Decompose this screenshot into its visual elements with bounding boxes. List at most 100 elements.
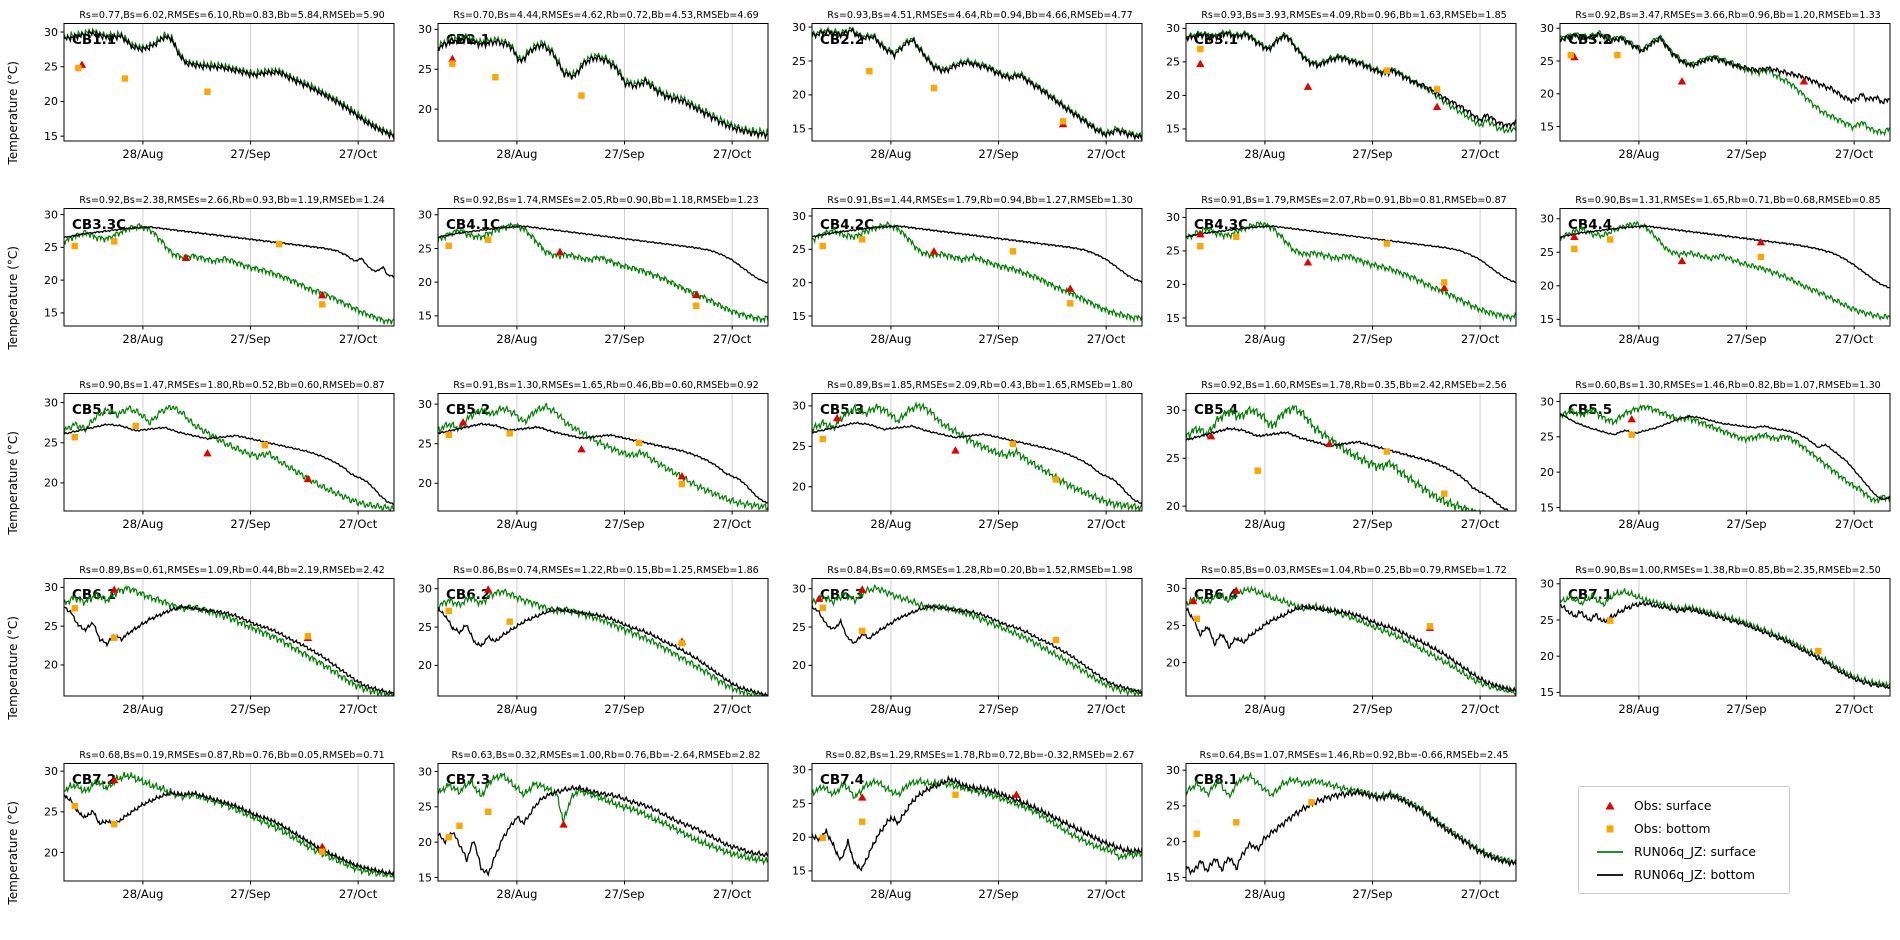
bottom-line	[1186, 224, 1516, 284]
plot-canvas: CB7.3 15 20 25 30 28/Aug 27/Sep 27/Oct	[418, 763, 769, 901]
obs-bottom-marker	[71, 605, 78, 612]
subplot-CB3.1: Rs=0.93,Bs=3.93,RMSEs=4.09,Rb=0.96,Bb=1.…	[1148, 6, 1522, 191]
obs-bottom-marker	[635, 439, 643, 447]
bottom-line	[812, 26, 1142, 141]
station-label: CB7.2	[72, 772, 116, 788]
x-tick-label: 28/Aug	[1244, 332, 1285, 346]
obs-surface-marker	[1325, 439, 1334, 448]
y-tick-label: 15	[1540, 120, 1554, 133]
legend-item: Obs: bottom	[1589, 817, 1779, 840]
subplot-CB7.4: Rs=0.82,Bs=1.29,RMSEs=1.78,Rb=0.72,Bb=-0…	[774, 746, 1148, 931]
x-tick-label: 27/Sep	[978, 702, 1018, 716]
y-tick-label: 30	[1166, 582, 1180, 595]
subplot-CB2.2: Rs=0.93,Bs=4.51,RMSEs=4.64,Rb=0.94,Bb=4.…	[774, 6, 1148, 191]
y-tick-label: 20	[1166, 278, 1180, 291]
obs-bottom-marker	[1607, 617, 1614, 624]
station-label: CB3.3C	[72, 217, 126, 233]
obs-bottom-marker	[1383, 448, 1391, 455]
y-tick-label: 25	[418, 63, 432, 76]
obs-bottom-marker	[111, 238, 118, 245]
legend-triangle-icon	[1605, 801, 1615, 809]
obs-bottom-marker	[866, 67, 873, 75]
plot-title: Rs=0.86,Bs=0.74,RMSEs=1.22,Rb=0.15,Bb=1.…	[453, 565, 759, 576]
plot-row: Temperature (°C) Rs=0.77,Bs=6.02,RMSEs=6.…	[0, 6, 1900, 191]
plot-title: Rs=0.70,Bs=4.44,RMSEs=4.62,Rb=0.72,Bb=4.…	[453, 10, 759, 21]
plot-border	[437, 578, 769, 697]
obs-surface-marker	[110, 775, 119, 784]
x-tick-label: 27/Oct	[1087, 332, 1126, 346]
bottom-line	[438, 422, 768, 504]
y-axis-label: Temperature (°C)	[6, 430, 20, 535]
obs-bottom-marker	[1571, 245, 1578, 253]
y-tick-label: 30	[418, 583, 432, 596]
obs-surface-marker	[1756, 237, 1766, 246]
y-tick-label: 20	[1540, 650, 1554, 663]
x-tick-label: 28/Aug	[870, 332, 911, 346]
plot-border	[811, 208, 1143, 327]
y-tick-label: 25	[44, 241, 58, 254]
x-tick-label: 28/Aug	[1244, 702, 1285, 716]
x-tick-label: 27/Oct	[1835, 517, 1874, 531]
plot-canvas: CB2.2 15 20 25 30 28/Aug 27/Sep 27/Oct	[792, 21, 1143, 161]
y-tick-label: 20	[44, 274, 58, 287]
y-tick-label: 15	[418, 871, 432, 884]
obs-bottom-marker	[1009, 440, 1017, 448]
y-tick-label: 25	[418, 801, 432, 814]
plot-border	[63, 393, 395, 512]
station-label: CB7.3	[446, 772, 490, 788]
subplot-CB4.2C: Rs=0.91,Bs=1.44,RMSEs=1.79,Rb=0.94,Bb=1.…	[774, 191, 1148, 376]
plot-border	[1185, 23, 1517, 142]
bottom-line	[812, 774, 1142, 872]
x-tick-label: 27/Oct	[339, 517, 378, 531]
station-label: CB8.1	[1194, 772, 1238, 788]
obs-bottom-marker	[445, 431, 452, 439]
x-tick-label: 28/Aug	[122, 517, 163, 531]
plot-row: Temperature (°C) Rs=0.89,Bs=0.61,RMSEs=1.…	[0, 561, 1900, 746]
obs-surface-marker	[1196, 59, 1205, 68]
station-label: CB7.1	[1568, 587, 1612, 603]
y-tick-label: 30	[1166, 764, 1180, 777]
subplot-CB6.2: Rs=0.86,Bs=0.74,RMSEs=1.22,Rb=0.15,Bb=1.…	[400, 561, 774, 746]
x-tick-label: 27/Sep	[604, 332, 644, 346]
obs-surface-marker	[448, 54, 457, 63]
bottom-line	[1186, 31, 1516, 130]
bottom-line	[1560, 412, 1890, 500]
x-tick-label: 28/Aug	[122, 702, 163, 716]
station-label: CB5.4	[1194, 402, 1238, 418]
surface-line	[1186, 771, 1516, 867]
x-tick-label: 28/Aug	[496, 517, 537, 531]
legend-label: RUN06q_JZ: surface	[1634, 844, 1756, 859]
y-tick-label: 25	[792, 797, 806, 810]
y-tick-label: 20	[792, 481, 806, 494]
obs-bottom-marker	[1607, 236, 1614, 243]
legend-square-icon	[1606, 825, 1614, 832]
plot-title: Rs=0.90,Bs=1.47,RMSEs=1.80,Rb=0.52,Bb=0.…	[79, 380, 385, 391]
obs-bottom-marker	[506, 430, 513, 437]
y-tick-label: 20	[44, 477, 58, 490]
y-tick-label: 15	[1166, 312, 1180, 325]
subplot-CB5.2: Rs=0.91,Bs=1.30,RMSEs=1.65,Rb=0.46,Bb=0.…	[400, 376, 774, 561]
x-tick-label: 27/Oct	[713, 147, 752, 161]
obs-surface-marker	[832, 413, 842, 422]
surface-line	[438, 588, 768, 696]
obs-bottom-marker	[121, 75, 129, 82]
obs-surface-marker	[1188, 596, 1198, 605]
obs-surface-marker	[318, 842, 327, 851]
x-tick-label: 28/Aug	[122, 147, 163, 161]
subplot-CB3.2: Rs=0.92,Bs=3.47,RMSEs=3.66,Rb=0.96,Bb=1.…	[1522, 6, 1896, 191]
obs-bottom-marker	[75, 64, 82, 72]
subplot-CB4.4: Rs=0.90,Bs=1.31,RMSEs=1.65,Rb=0.71,Bb=0.…	[1522, 191, 1896, 376]
obs-surface-marker	[1440, 283, 1449, 291]
y-axis-label: Temperature (°C)	[6, 800, 20, 905]
obs-bottom-marker	[1757, 253, 1765, 261]
obs-bottom-marker	[445, 242, 452, 249]
plot-title: Rs=0.64,Bs=1.07,RMSEs=1.46,Rb=0.92,Bb=-0…	[1199, 750, 1509, 761]
obs-bottom-marker	[319, 301, 326, 308]
y-tick-label: 30	[792, 583, 806, 596]
